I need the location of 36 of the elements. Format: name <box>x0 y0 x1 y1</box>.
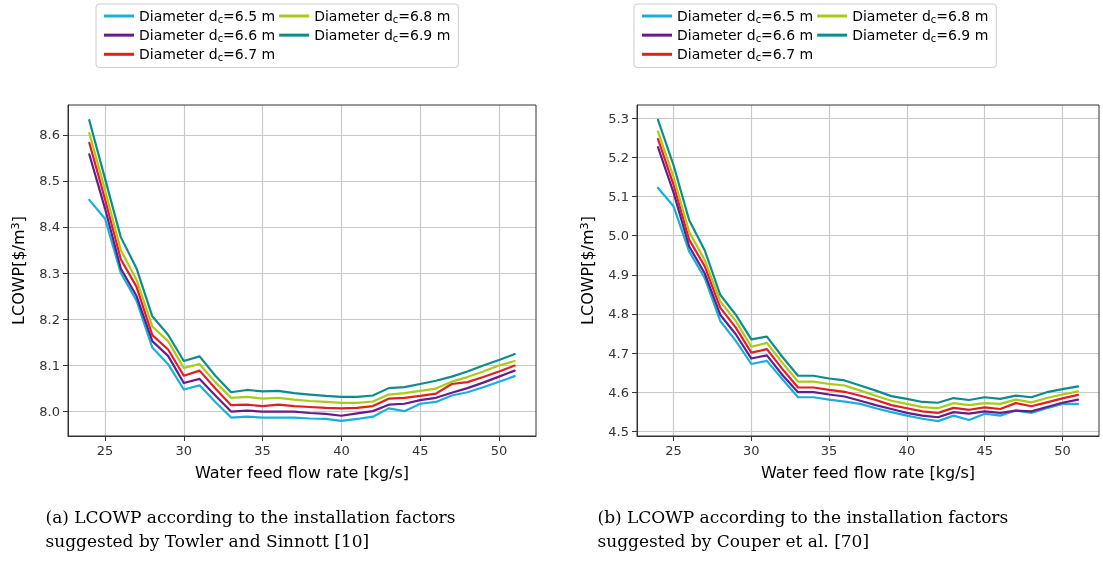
line-series <box>656 186 1080 423</box>
x-tick-label: 45 <box>976 443 993 458</box>
y-tick-label: 8.1 <box>39 357 60 373</box>
y-tick-label: 4.5 <box>608 423 629 439</box>
x-axis-title: Water feed flow rate [kg/s] <box>760 462 976 482</box>
y-tick-label: 5.2 <box>608 149 629 165</box>
y-tick-label: 5.3 <box>608 110 629 126</box>
y-tick-label: 4.9 <box>608 267 629 283</box>
y-tick-label: 5.0 <box>608 228 629 244</box>
x-tick-label: 40 <box>898 443 916 458</box>
x-tick-label: 25 <box>665 443 682 458</box>
x-tick-label: 40 <box>333 443 350 458</box>
x-tick-label: 25 <box>96 443 114 458</box>
text: (b) LCOWP according to the installation factors suggested by Couper et al. [70] <box>597 507 1014 551</box>
x-tick-label: 30 <box>743 443 760 458</box>
x-tick-label: 45 <box>411 443 429 458</box>
y-tick-label: 4.7 <box>608 345 629 361</box>
x-tick-label: 50 <box>490 443 508 458</box>
y-tick-label: 8.0 <box>39 403 60 419</box>
x-tick-label: 35 <box>254 443 271 458</box>
y-tick-label: 8.2 <box>39 311 60 327</box>
x-tick-label: 30 <box>175 443 193 458</box>
y-tick-label: 5.1 <box>608 189 629 205</box>
y-axis-title: LCOWP[$/m3] <box>8 216 29 325</box>
y-tick-label: 8.6 <box>39 127 60 143</box>
y-tick-label: 4.8 <box>608 306 629 322</box>
line-series <box>88 198 516 422</box>
y-tick-label: 4.6 <box>608 384 629 400</box>
text: (a) LCOWP according to the installation factors suggested by Towler and Sinnott [10] <box>45 507 461 551</box>
y-tick-label: 8.3 <box>39 265 60 281</box>
x-tick-label: 35 <box>820 443 838 458</box>
y-tick-label: 8.4 <box>39 219 60 235</box>
y-axis-title: LCOWP[$/m3] <box>577 216 598 325</box>
y-tick-label: 8.5 <box>39 173 60 189</box>
x-tick-label: 50 <box>1054 443 1071 458</box>
x-axis-title: Water feed flow rate [kg/s] <box>194 462 410 482</box>
